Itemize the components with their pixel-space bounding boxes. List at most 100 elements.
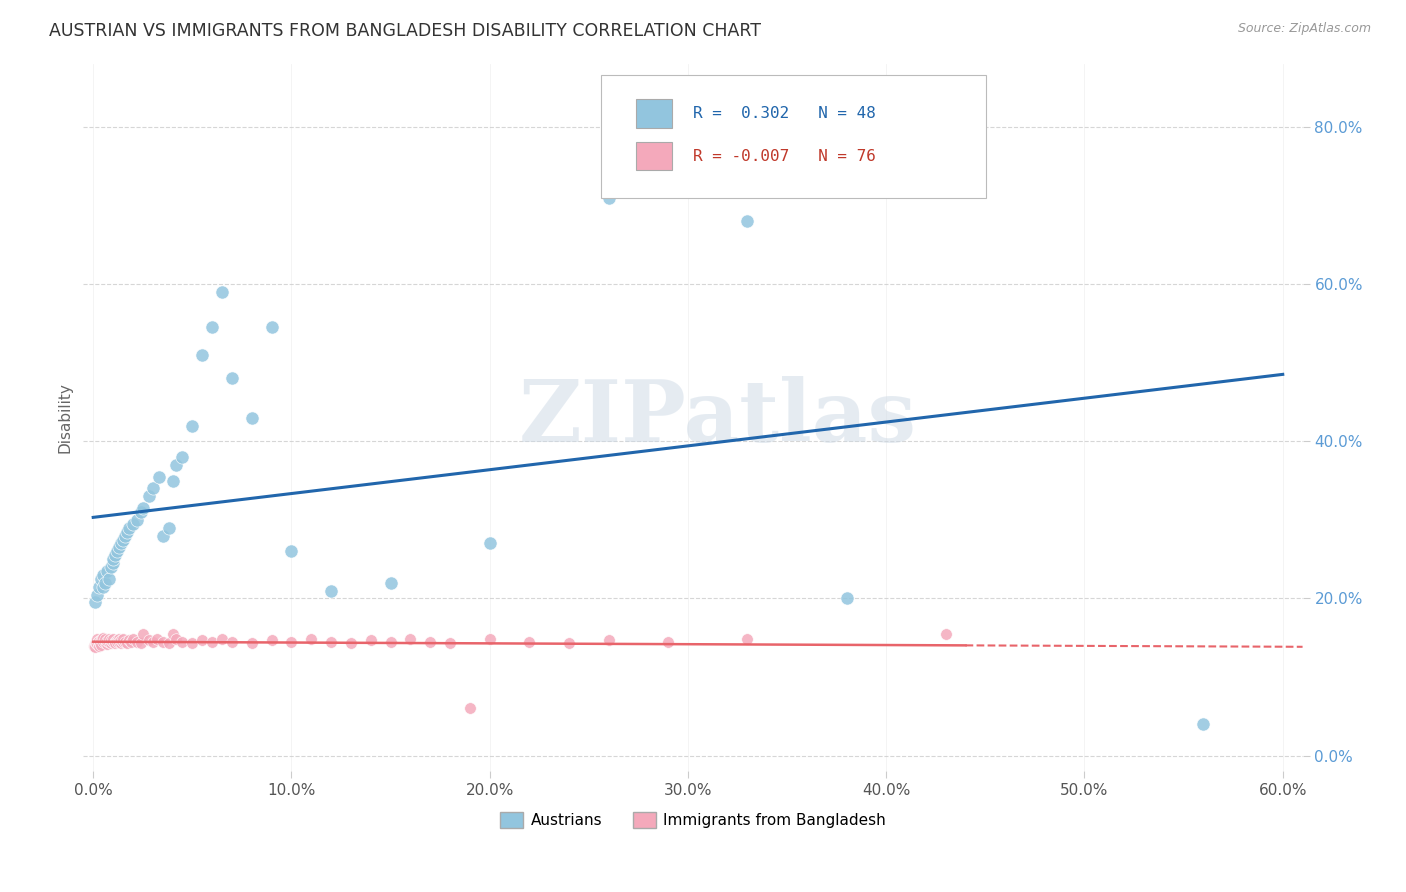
Point (91, 632, 114, 647)
Point (419, 634, 441, 648)
Point (191, 348, 214, 362)
Point (96, 564, 118, 578)
Point (162, 474, 184, 488)
Point (598, 191, 620, 205)
Point (105, 635, 128, 649)
Point (598, 633, 620, 648)
Point (115, 524, 138, 539)
Point (121, 632, 143, 647)
Point (657, 635, 679, 649)
Point (111, 533, 134, 547)
Point (91, 567, 114, 582)
Text: ZIPatlas: ZIPatlas (519, 376, 917, 459)
Point (280, 544, 302, 558)
Point (129, 636, 152, 650)
Point (240, 636, 263, 650)
Point (737, 214, 759, 228)
Point (380, 575, 402, 590)
Point (439, 636, 461, 650)
Point (89, 639, 111, 653)
Point (157, 636, 180, 650)
Point (108, 541, 131, 555)
Point (91, 634, 114, 648)
Point (84, 634, 107, 648)
Point (121, 516, 143, 531)
Point (90, 633, 112, 648)
Point (211, 285, 233, 299)
Point (104, 636, 127, 650)
Point (360, 633, 382, 648)
Point (201, 635, 224, 649)
Point (519, 634, 541, 648)
Point (211, 632, 233, 647)
Text: R = -0.007   N = 76: R = -0.007 N = 76 (693, 148, 876, 163)
Point (96, 633, 118, 648)
Point (86, 632, 108, 647)
Point (558, 636, 581, 650)
Point (100, 636, 122, 650)
Point (89, 636, 111, 650)
Legend: Austrians, Immigrants from Bangladesh: Austrians, Immigrants from Bangladesh (494, 806, 891, 834)
Point (399, 632, 422, 647)
FancyBboxPatch shape (636, 99, 672, 128)
Point (138, 633, 160, 648)
Point (94, 575, 117, 590)
Point (935, 175, 957, 189)
Point (478, 536, 501, 550)
Point (935, 627, 957, 641)
Point (118, 521, 141, 535)
Point (108, 632, 131, 647)
Point (132, 501, 155, 516)
Point (148, 469, 170, 483)
Point (145, 632, 167, 647)
Point (101, 556, 124, 570)
Point (142, 635, 165, 649)
Point (101, 552, 124, 566)
Point (111, 635, 134, 649)
Point (125, 634, 148, 648)
Point (1192, 717, 1215, 731)
Point (98, 634, 121, 648)
Point (83, 637, 105, 651)
Point (104, 548, 127, 562)
FancyBboxPatch shape (636, 142, 672, 170)
Y-axis label: Disability: Disability (58, 383, 72, 453)
Point (260, 633, 283, 648)
Point (83, 639, 105, 653)
Point (115, 636, 138, 650)
Point (94, 635, 117, 649)
Point (737, 632, 759, 647)
Point (125, 513, 148, 527)
Point (91, 631, 114, 645)
Point (114, 634, 136, 648)
Point (110, 636, 132, 650)
Point (91, 580, 114, 594)
Point (142, 482, 165, 496)
Point (129, 505, 152, 519)
Point (86, 637, 108, 651)
Point (111, 632, 134, 647)
Point (191, 633, 214, 648)
Text: R =  0.302   N = 48: R = 0.302 N = 48 (693, 106, 876, 121)
Point (172, 450, 194, 464)
Text: AUSTRIAN VS IMMIGRANTS FROM BANGLADESH DISABILITY CORRELATION CHART: AUSTRIAN VS IMMIGRANTS FROM BANGLADESH D… (49, 22, 761, 40)
Point (100, 633, 122, 648)
Point (101, 632, 124, 647)
Point (89, 633, 111, 648)
Point (118, 633, 141, 648)
Point (280, 635, 302, 649)
Point (380, 635, 402, 649)
Point (84, 640, 107, 655)
Point (100, 560, 122, 574)
Point (835, 591, 858, 606)
Point (181, 418, 204, 433)
Point (152, 528, 174, 542)
Point (340, 636, 363, 650)
Point (157, 521, 180, 535)
Point (90, 638, 112, 652)
Point (114, 528, 136, 542)
Point (105, 544, 128, 558)
Point (84, 636, 107, 650)
Point (110, 536, 132, 550)
Point (458, 701, 481, 715)
